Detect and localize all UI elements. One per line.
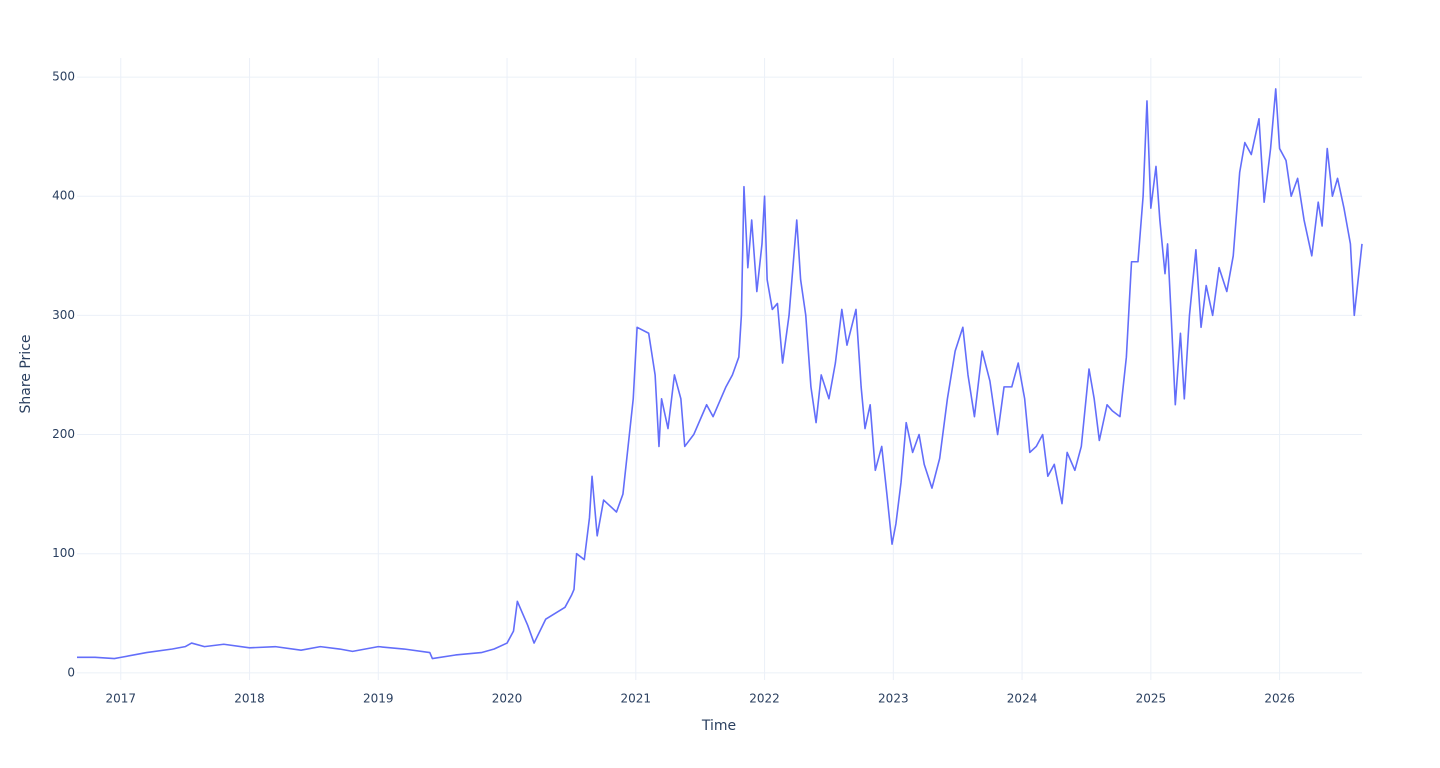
x-tick-label: 2022 (749, 692, 780, 706)
y-tick-label: 0 (67, 665, 75, 679)
x-tick-label: 2019 (363, 692, 394, 706)
x-tick-label: 2023 (878, 692, 909, 706)
x-axis-title: Time (701, 718, 736, 734)
plot (77, 88, 1363, 660)
y-tick-label: 500 (52, 70, 75, 84)
grid (77, 58, 1362, 680)
x-tick-label: 2026 (1264, 692, 1295, 706)
x-tick-label: 2020 (492, 692, 523, 706)
y-tick-label: 400 (52, 189, 75, 203)
x-tick-label: 2024 (1007, 692, 1038, 706)
x-tick-label: 2017 (106, 692, 137, 706)
y-tick-label: 100 (52, 546, 75, 560)
y-axis-title: Share Price (18, 334, 34, 413)
price-line (77, 88, 1363, 660)
x-tick-label: 2021 (621, 692, 652, 706)
y-tick-label: 200 (52, 427, 75, 441)
y-tick-label: 300 (52, 308, 75, 322)
x-tick-label: 2018 (234, 692, 265, 706)
x-tick-label: 2025 (1136, 692, 1167, 706)
